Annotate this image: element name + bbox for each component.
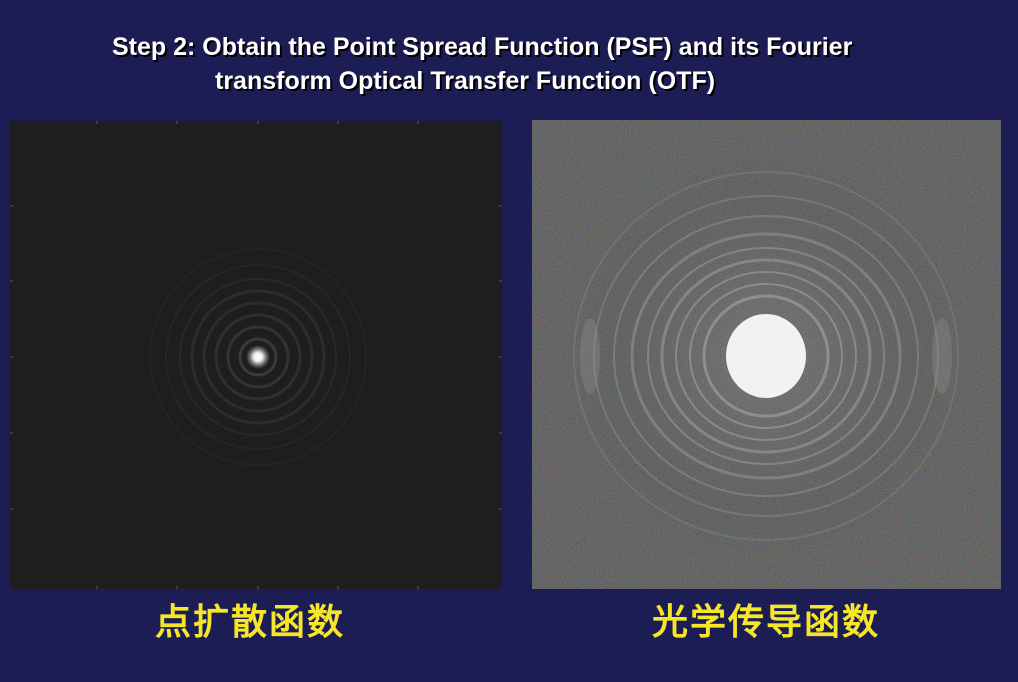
psf-image-graphic (10, 121, 502, 589)
title-line-2: transform Optical Transfer Function (OTF… (215, 67, 716, 95)
psf-image (10, 121, 502, 589)
otf-caption: 光学传导函数 (652, 601, 881, 643)
title-line-1: Step 2: Obtain the Point Spread Function… (112, 33, 853, 61)
psf-caption: 点扩散函数 (155, 601, 346, 643)
otf-image-graphic (532, 120, 1001, 589)
otf-image (532, 120, 1001, 589)
